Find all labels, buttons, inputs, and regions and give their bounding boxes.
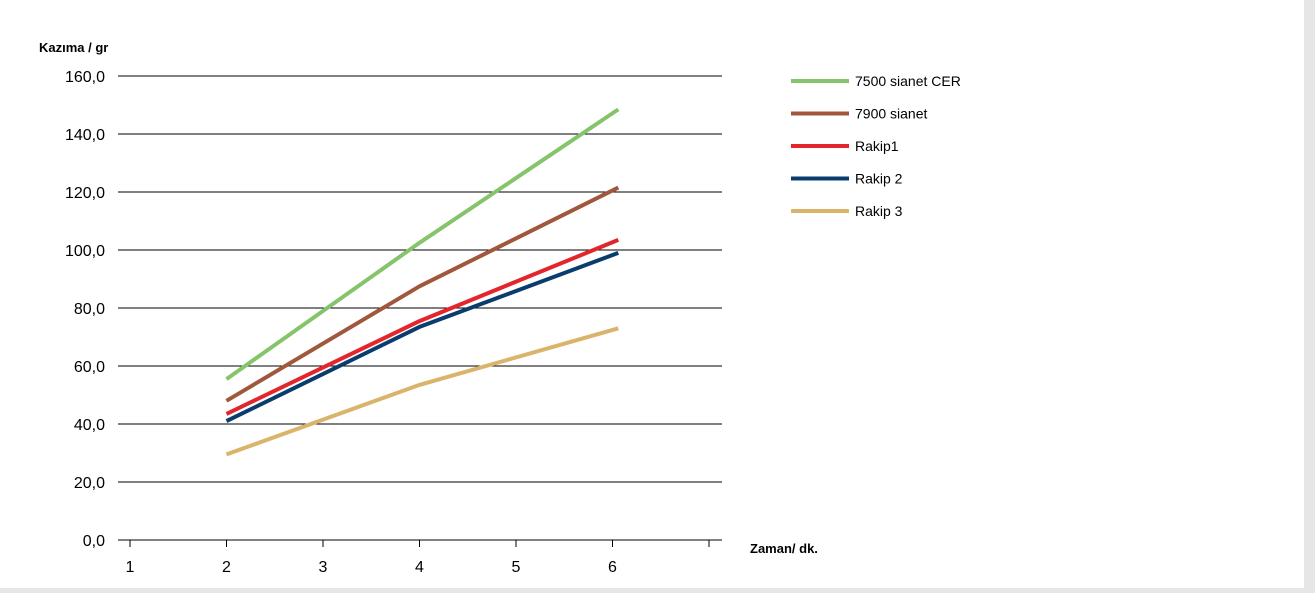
y-tick-label: 80,0: [74, 301, 105, 318]
series-lines: [225, 107, 620, 457]
legend: 7500 sianet CER 7900 sianet Rakip1 Rakip 2 R…: [791, 73, 961, 219]
series-line-2: [225, 185, 620, 403]
series-line-3: [225, 238, 620, 416]
y-tick-label: 20,0: [74, 475, 105, 492]
x-tick-label: 2: [222, 559, 231, 576]
legend-label: 7500 sianet CER: [855, 73, 961, 89]
y-tick-label: 40,0: [74, 417, 105, 434]
legend-label: 7900 sianet: [855, 106, 928, 122]
gridlines: 0,0 20,0 40,0 60,0 80,0 100,0 120,0 140,0 160,0: [65, 69, 722, 550]
x-tick-label: 3: [319, 559, 328, 576]
y-tick-label: 100,0: [65, 243, 105, 260]
y-tick-label: 120,0: [65, 185, 105, 202]
x-axis: 1 2 3 4 5 6: [126, 540, 710, 576]
y-tick-label: 0,0: [83, 533, 105, 550]
series-line-4: [225, 251, 619, 423]
legend-label: Rakip1: [855, 138, 899, 154]
legend-label: Rakip 2: [855, 171, 903, 187]
y-tick-label: 160,0: [65, 69, 105, 86]
x-tick-label: 4: [415, 559, 424, 576]
series-line-1: [225, 107, 620, 381]
series-line-5: [225, 326, 619, 457]
x-tick-label: 6: [608, 559, 617, 576]
y-axis-label: Kazıma / gr: [39, 40, 108, 55]
x-tick-label: 5: [512, 559, 521, 576]
y-tick-label: 140,0: [65, 127, 105, 144]
x-axis-label: Zaman/ dk.: [750, 541, 818, 556]
y-tick-label: 60,0: [74, 359, 105, 376]
x-tick-label: 1: [126, 559, 135, 576]
legend-label: Rakip 3: [855, 203, 903, 219]
